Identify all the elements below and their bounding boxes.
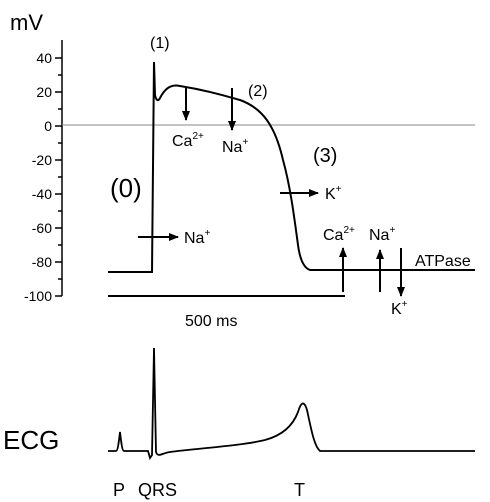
na-influx-label: Na+: [184, 228, 210, 247]
k-efflux-label: K+: [325, 184, 342, 203]
tick-label-minus80: -80: [32, 254, 52, 270]
ecg-qrs-label: QRS: [138, 480, 177, 500]
action-potential-curve: [108, 61, 475, 273]
ecg-p-label: P: [113, 480, 125, 500]
na-rest-label: Na+: [369, 225, 395, 244]
tick-label-0: 0: [44, 118, 52, 134]
tick-label-minus100: -100: [24, 288, 52, 304]
phase-0-label: (0): [110, 173, 142, 203]
ecg-trace: [108, 347, 475, 461]
ca-plateau-label: Ca2+: [172, 131, 204, 150]
tick-label-20: 20: [36, 84, 52, 100]
scale-bar-label: 500 ms: [185, 313, 237, 330]
tick-label-minus20: -20: [32, 152, 52, 168]
y-axis-unit: mV: [10, 10, 43, 35]
phase-2-label: (2): [248, 83, 268, 100]
tick-label-40: 40: [36, 50, 52, 66]
y-axis: mV 40 20 0 -20 -40 -60 -80 -100: [10, 10, 63, 304]
ecg-title: ECG: [3, 425, 59, 455]
atpase-label: ATPase: [415, 253, 471, 270]
phase-3-label: (3): [313, 145, 337, 167]
tick-label-minus60: -60: [32, 220, 52, 236]
ca-rest-label: Ca2+: [323, 225, 355, 244]
k-rest-label: K+: [391, 299, 408, 318]
ecg-t-label: T: [294, 480, 305, 500]
phase-1-label: (1): [150, 35, 170, 52]
y-axis-ticks: [55, 57, 62, 297]
na-plateau-label: Na+: [222, 137, 248, 156]
tick-label-minus40: -40: [32, 186, 52, 202]
